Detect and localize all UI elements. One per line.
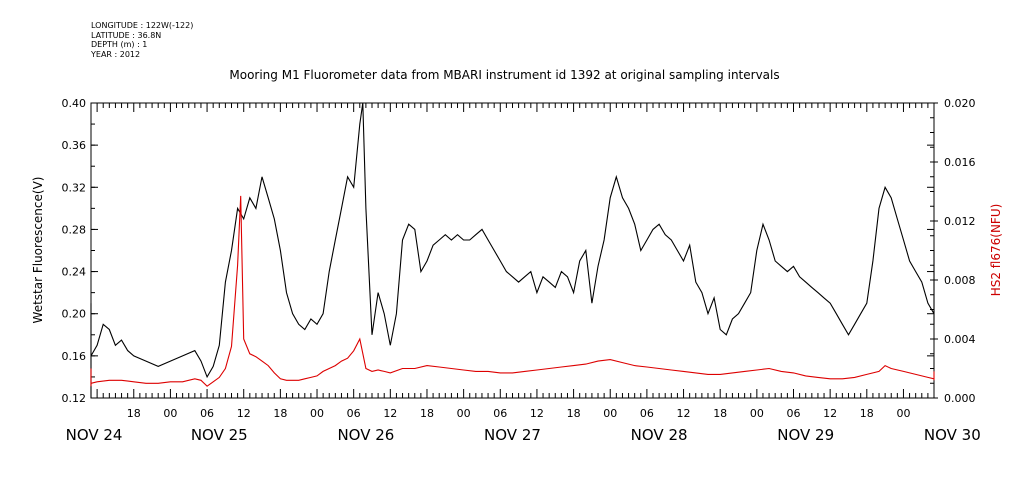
x-hour-label: 18 bbox=[713, 407, 727, 420]
x-hour-label: 12 bbox=[237, 407, 251, 420]
x-hour-label: 18 bbox=[567, 407, 581, 420]
x-hour-label: 06 bbox=[493, 407, 507, 420]
longitude-text: LONGITUDE : 122W(-122) bbox=[91, 21, 194, 30]
x-day-label: NOV 26 bbox=[337, 426, 394, 444]
y-left-tick-label: 0.32 bbox=[62, 181, 87, 194]
y-axis-right-label: HS2 fl676(NFU) bbox=[989, 204, 1003, 297]
x-hour-label: 06 bbox=[640, 407, 654, 420]
wetstar-series-line bbox=[90, 102, 935, 398]
y-right-tick-label: 0.020 bbox=[944, 97, 976, 110]
x-day-label: NOV 25 bbox=[191, 426, 248, 444]
x-hour-label: 00 bbox=[896, 407, 910, 420]
year-text: YEAR : 2012 bbox=[91, 49, 141, 59]
series-group bbox=[90, 102, 935, 398]
x-day-label: NOV 29 bbox=[777, 426, 834, 444]
x-hour-label: 00 bbox=[457, 407, 471, 420]
x-hour-label: 12 bbox=[383, 407, 397, 420]
y-left-tick-label: 0.36 bbox=[62, 139, 87, 152]
location-metadata: LONGITUDE : 122W(-122) LATITUDE : 36.8N … bbox=[91, 21, 193, 59]
x-hour-label: 12 bbox=[823, 407, 837, 420]
y-left-tick-label: 0.24 bbox=[62, 266, 87, 279]
y-right-tick-label: 0.012 bbox=[944, 215, 976, 228]
x-day-label: NOV 24 bbox=[66, 426, 123, 444]
y-left-tick-label: 0.16 bbox=[62, 350, 87, 363]
y-right-tick-label: 0.000 bbox=[944, 392, 976, 405]
x-hour-label: 00 bbox=[163, 407, 177, 420]
x-hour-label: 00 bbox=[603, 407, 617, 420]
left-axis: 0.12 0.16 0.20 0.24 0.28 0.32 0.36 0.40 bbox=[62, 97, 934, 405]
y-left-tick-label: 0.20 bbox=[62, 308, 87, 321]
x-day-label: NOV 27 bbox=[484, 426, 541, 444]
x-hour-label: 06 bbox=[347, 407, 361, 420]
x-hour-label: 06 bbox=[787, 407, 801, 420]
hs2-series-line bbox=[90, 195, 935, 387]
x-hour-label: 18 bbox=[127, 407, 141, 420]
depth-text: DEPTH (m) : 1 bbox=[91, 40, 148, 49]
x-hour-label: 12 bbox=[677, 407, 691, 420]
x-day-label: NOV 30 bbox=[924, 426, 981, 444]
y-left-tick-label: 0.28 bbox=[62, 223, 87, 236]
x-hour-label: 18 bbox=[420, 407, 434, 420]
y-right-tick-label: 0.008 bbox=[944, 274, 976, 287]
y-left-tick-label: 0.12 bbox=[62, 392, 87, 405]
right-axis: 0.000 0.004 0.008 0.012 0.016 0.020 bbox=[930, 97, 976, 405]
y-left-tick-label: 0.40 bbox=[62, 97, 87, 110]
plot-frame bbox=[90, 102, 935, 399]
y-right-tick-label: 0.016 bbox=[944, 156, 976, 169]
latitude-text: LATITUDE : 36.8N bbox=[91, 30, 162, 40]
x-hour-label: 00 bbox=[750, 407, 764, 420]
y-axis-left-label: Wetstar Fluorescence(V) bbox=[31, 177, 45, 324]
y-right-tick-label: 0.004 bbox=[944, 333, 976, 346]
x-hour-label: 00 bbox=[310, 407, 324, 420]
x-hour-label: 18 bbox=[273, 407, 287, 420]
x-hour-label: 06 bbox=[200, 407, 214, 420]
x-day-label: NOV 28 bbox=[631, 426, 688, 444]
x-hour-label: 12 bbox=[530, 407, 544, 420]
x-axis: 18 00 06 12 18 00 06 12 18 00 06 12 18 00 06 12 18 00 06 12… bbox=[66, 103, 981, 444]
chart-title: Mooring M1 Fluorometer data from MBARI i… bbox=[229, 68, 780, 82]
x-hour-label: 18 bbox=[860, 407, 874, 420]
